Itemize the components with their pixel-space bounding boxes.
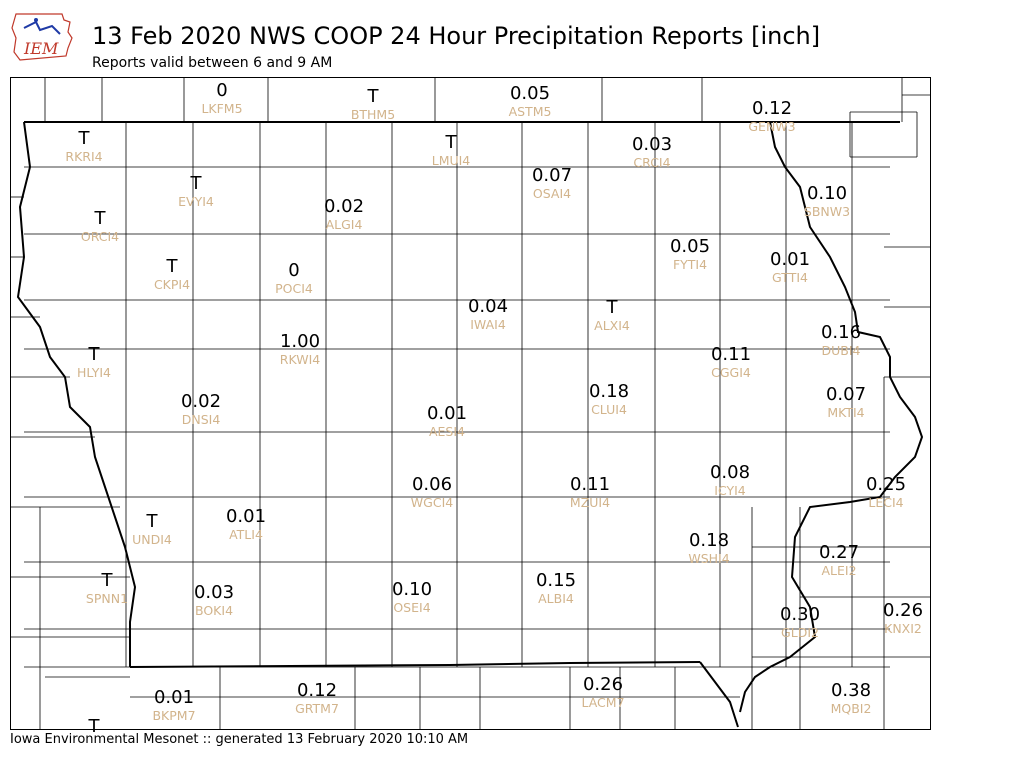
map-canvas [10,77,931,730]
station-value: 0 [288,260,300,281]
station-id: CLUI4 [591,402,627,417]
station-id: DUBI4 [821,343,861,358]
station-value: 1.00 [279,331,321,352]
station-id: RKRI4 [65,149,103,164]
station-id: MQBI2 [830,701,872,716]
station-id: OSEI4 [393,600,431,615]
station-value: 0.02 [180,391,222,412]
station-id: ALBI4 [538,591,574,606]
station-id: GRTM7 [295,701,339,716]
station-id: ALGI4 [325,217,363,232]
station-value: T [88,716,100,737]
station-value: 0.10 [806,183,848,204]
station-id: GTTI4 [772,270,808,285]
station-id: MKTI4 [827,405,865,420]
station-value: 0.01 [769,249,811,270]
station-id: WGCI4 [410,495,454,510]
svg-text:IEM: IEM [23,39,59,58]
station-value: T [190,173,202,194]
station-id: CGGI4 [711,365,751,380]
station-id: IWAI4 [470,317,506,332]
station-id: LACM7 [581,695,625,710]
station-id: ORCI4 [80,229,120,244]
station-id: OSAI4 [532,186,572,201]
station-value: 0.26 [582,674,624,695]
station-value: T [367,86,379,107]
station-id: LECI4 [868,495,904,510]
station-id: KNXI2 [884,621,922,636]
station-id: ICYI4 [714,483,746,498]
station-value: T [166,256,178,277]
station-value: 0.05 [669,236,711,257]
station-value: 0.03 [193,582,235,603]
station-value: 0.11 [569,474,611,495]
station-id: BOKI4 [194,603,234,618]
station-value: 0.11 [710,344,752,365]
station-value: T [606,297,618,318]
station-value: T [146,511,158,532]
station-value: T [88,344,100,365]
station-value: 0.18 [688,530,730,551]
station-value: 0.12 [296,680,338,701]
station-id: UNDI4 [132,532,172,547]
state-boundaries [16,121,924,728]
station-id: ALXI4 [594,318,630,333]
footer-credit: Iowa Environmental Mesonet :: generated … [10,732,469,747]
station-value: 0.07 [531,165,573,186]
station-id: BKPM7 [152,708,196,723]
station-id: FYTI4 [672,257,708,272]
station-value: 0.30 [779,604,821,625]
station-value: 0.10 [391,579,433,600]
station-id: SBNW3 [803,204,851,219]
precipitation-map: 0 LKFM5 T BTHM5 0.05 ASTM5 0.12 GENW3 T RKRI4 T LMU… [10,77,931,737]
station-value: 0.03 [631,134,673,155]
station-id: LMUI4 [431,153,471,168]
map-subtitle: Reports valid between 6 and 9 AM [92,55,333,71]
county-boundaries [10,77,931,730]
station-id: LKFM5 [201,101,243,116]
station-value: 0.18 [588,381,630,402]
station-value: 0.15 [535,570,577,591]
station-value: 0.04 [467,296,509,317]
station-id: CRCI4 [633,155,671,170]
station-id: HLYI4 [77,365,111,380]
station-id: POCI4 [275,281,313,296]
station-id: RKWI4 [279,352,321,367]
station-value: 0.01 [153,687,195,708]
iem-logo: IEM [10,8,74,64]
station-value: 0.02 [323,196,365,217]
station-value: 0.08 [709,462,751,483]
station-value: 0.27 [818,542,860,563]
station-value: 0 [216,80,228,101]
station-value: 0.38 [830,680,872,701]
station-value: 0.07 [825,384,867,405]
station-id: MZUI4 [569,495,611,510]
station-id: WSHI4 [688,551,730,566]
station-value: 0.12 [751,98,793,119]
station-value: 0.01 [225,506,267,527]
station-id: ALEI2 [821,563,857,578]
station-value: 0.06 [411,474,453,495]
station-id: AESI4 [428,424,466,439]
station-id: BTHM5 [350,107,396,122]
map-title: 13 Feb 2020 NWS COOP 24 Hour Precipitati… [92,22,821,50]
station-id: GENW3 [748,119,796,134]
station-value: T [94,208,106,229]
station-value: 0.01 [426,403,468,424]
station-value: 0.05 [509,83,551,104]
station-id: ASTM5 [508,104,552,119]
station-value: 0.26 [882,600,924,621]
station-id: EVYI4 [178,194,214,209]
station-id: CKPI4 [153,277,191,292]
station-value: T [101,570,113,591]
station-value: 0.16 [820,322,862,343]
station-value: T [445,132,457,153]
station-id: SPNN1 [85,591,129,606]
station-id: GLDI2 [781,625,819,640]
station-value: T [78,128,90,149]
station-id: DNSI4 [181,412,221,427]
station-value: 0.25 [865,474,907,495]
station-id: ATLI4 [229,527,263,542]
